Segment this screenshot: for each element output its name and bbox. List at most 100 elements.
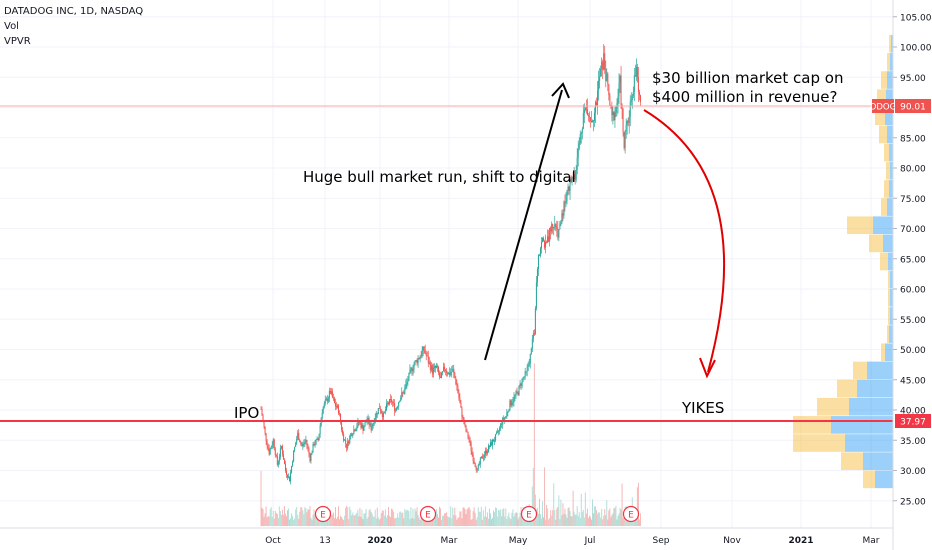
candle-body: [375, 412, 377, 418]
volume-bar: [349, 506, 351, 526]
candle-body: [407, 380, 409, 383]
candle-body: [539, 248, 541, 256]
candle-body: [314, 443, 316, 446]
volume-bar: [348, 519, 350, 526]
vp-down-bar-7: [881, 343, 885, 362]
volume-bar: [262, 509, 264, 526]
volume-bar: [301, 507, 303, 526]
volume-bar: [310, 517, 312, 526]
candle-body: [329, 390, 331, 394]
candle-body: [472, 454, 474, 462]
vp-up-bar-22: [887, 71, 893, 89]
bull-arrow[interactable]: [484, 82, 570, 361]
candle-body: [563, 201, 565, 216]
volume-bar: [411, 518, 413, 526]
volume-bar: [592, 499, 593, 526]
candle-body: [559, 223, 561, 230]
volume-bar: [456, 519, 458, 526]
candle-body: [372, 422, 374, 427]
volume-bar: [552, 510, 554, 526]
candle-body: [436, 365, 438, 368]
vp-down-bar-6: [853, 361, 867, 380]
volume-bar: [376, 507, 378, 526]
candle-body: [441, 372, 443, 378]
volume-bar: [303, 514, 305, 526]
candle-body: [410, 368, 412, 370]
volume-bar: [280, 514, 282, 526]
candle-body: [508, 410, 510, 412]
candle-body: [556, 227, 558, 230]
volume-bar: [312, 514, 314, 526]
volume-bar: [483, 516, 485, 526]
candle-body: [531, 338, 533, 349]
volume-bar: [463, 507, 465, 526]
price-axis[interactable]: 105.00100.0095.0090.0085.0080.0075.0070.…: [893, 13, 932, 507]
vp-down-bar-10: [888, 289, 890, 307]
candle-body: [389, 399, 391, 405]
candle-body: [421, 351, 423, 357]
volume-bar: [398, 517, 400, 526]
volume-bar: [481, 519, 483, 526]
candle-body: [294, 447, 296, 451]
candle-body: [430, 365, 432, 371]
vp-up-bar-4: [849, 397, 893, 416]
candle-body: [506, 412, 508, 417]
candle-body: [351, 433, 353, 436]
candle-body: [350, 433, 352, 437]
candle-body: [545, 242, 547, 248]
volume-bar: [415, 511, 417, 526]
candle-body: [341, 422, 343, 430]
volume-bar: [556, 508, 558, 526]
volume-bar: [608, 510, 610, 526]
candle-body: [477, 464, 479, 469]
candle-body: [390, 399, 392, 400]
candle-body: [369, 423, 371, 425]
volume-indicator-label[interactable]: Vol: [4, 21, 19, 32]
candle-body: [566, 190, 568, 202]
volume-bar: [566, 517, 568, 526]
candle-body: [631, 96, 633, 100]
volume-bar: [305, 508, 307, 526]
candle-body: [589, 117, 591, 121]
volume-bar: [430, 517, 432, 526]
candle-body: [622, 109, 624, 133]
volume-bar: [269, 509, 271, 526]
candle-body: [373, 422, 375, 424]
candle-body: [287, 474, 289, 478]
volume-bar: [478, 511, 480, 526]
candle-body: [547, 236, 549, 243]
volume-bar: [373, 516, 375, 526]
candle-body: [392, 402, 394, 403]
candle-body: [535, 282, 537, 309]
volume-bar: [619, 508, 621, 526]
candle-body: [494, 440, 496, 442]
candle-body: [602, 61, 604, 70]
volume-bar: [293, 519, 295, 526]
candle-body: [520, 383, 522, 386]
volume-bar: [469, 509, 471, 526]
volume-bar: [579, 517, 581, 526]
volume-bar: [629, 518, 631, 526]
candle-body: [365, 421, 367, 423]
candle-body: [453, 368, 455, 373]
vpvr-indicator-label[interactable]: VPVR: [4, 36, 31, 47]
time-axis[interactable]: Oct 13 2020 Mar May Jul Sep Nov 2021 Mar: [265, 536, 880, 546]
volume-bar: [424, 517, 426, 526]
vp-down-bar-1: [841, 452, 863, 470]
vp-up-bar-9: [890, 307, 893, 325]
symbol-title[interactable]: DATADOG INC, 1D, NASDAQ: [4, 6, 144, 17]
price-tick-12: 45.00: [900, 376, 926, 386]
candle-body: [584, 108, 586, 110]
candle-body: [516, 391, 518, 393]
candle-body: [301, 443, 303, 447]
volume-bar: [300, 507, 302, 526]
candle-body: [537, 255, 539, 270]
candle-body: [381, 413, 383, 418]
volume-bar: [440, 508, 442, 526]
volume-bar: [354, 515, 356, 526]
drop-arrow[interactable]: [643, 109, 725, 379]
candle-body: [586, 109, 588, 116]
volume-bar: [459, 511, 461, 526]
